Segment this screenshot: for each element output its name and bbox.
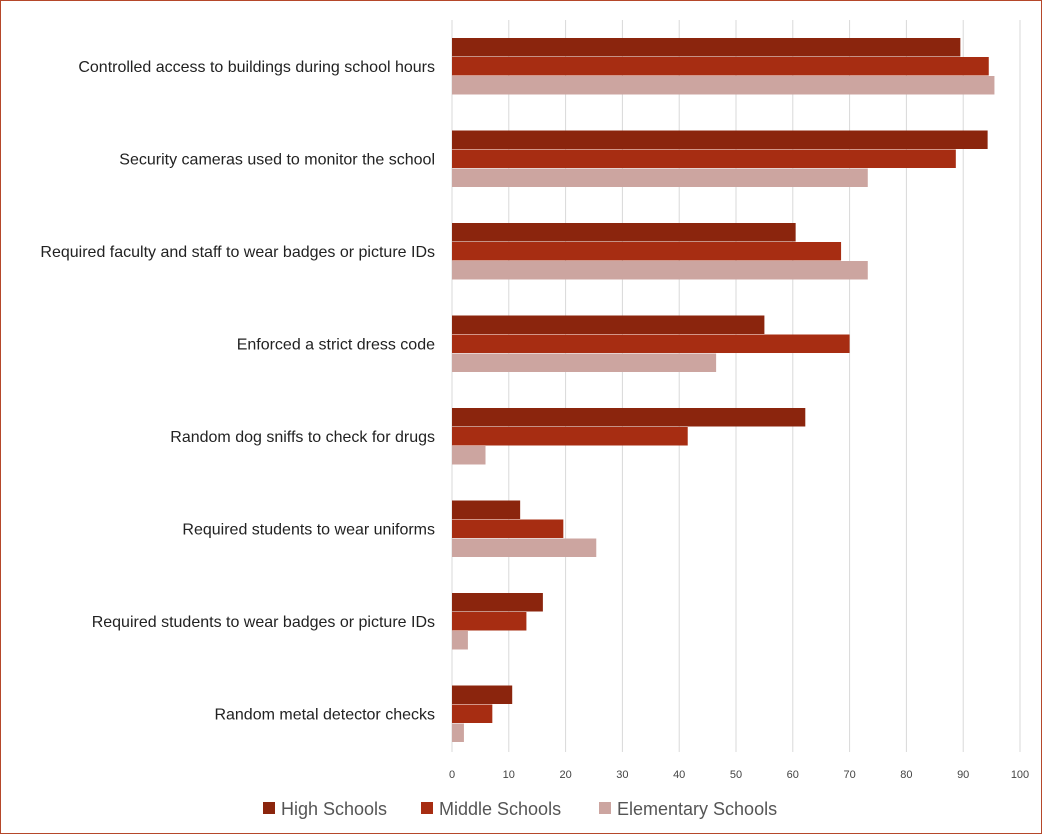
legend[interactable]: High Schools Middle Schools Elementary Sch… bbox=[263, 799, 777, 819]
x-tick-label: 60 bbox=[787, 769, 799, 781]
legend-swatch[interactable] bbox=[421, 802, 433, 814]
bar[interactable] bbox=[452, 446, 486, 465]
x-tick-label: 10 bbox=[503, 769, 515, 781]
category-label: Random dog sniffs to check for drugs bbox=[170, 429, 435, 446]
bar[interactable] bbox=[452, 168, 868, 188]
category-label: Security cameras used to monitor the sch… bbox=[119, 151, 435, 168]
x-tick-label: 90 bbox=[957, 769, 969, 781]
category-label: Enforced a strict dress code bbox=[237, 336, 435, 353]
legend-label[interactable]: High Schools bbox=[281, 799, 387, 819]
bar[interactable] bbox=[452, 38, 961, 57]
x-tick-label: 0 bbox=[449, 769, 455, 781]
bar[interactable] bbox=[452, 704, 493, 724]
bars bbox=[452, 38, 995, 743]
legend-label[interactable]: Middle Schools bbox=[439, 799, 561, 819]
bar[interactable] bbox=[452, 76, 995, 95]
category-label: Required students to wear uniforms bbox=[182, 521, 435, 538]
bar[interactable] bbox=[452, 593, 543, 612]
category-label: Controlled access to buildings during sc… bbox=[78, 59, 435, 76]
bar[interactable] bbox=[452, 631, 468, 650]
bar[interactable] bbox=[452, 149, 956, 169]
legend-swatch[interactable] bbox=[263, 802, 275, 814]
x-tick-label: 20 bbox=[559, 769, 571, 781]
category-label: Required faculty and staff to wear badge… bbox=[40, 244, 435, 261]
category-label: Required students to wear badges or pict… bbox=[92, 614, 435, 631]
gridlines bbox=[451, 20, 1021, 752]
x-tick-label: 50 bbox=[730, 769, 742, 781]
x-tick-label: 80 bbox=[900, 769, 912, 781]
bar[interactable] bbox=[452, 427, 688, 446]
x-axis-ticks: 0 10 20 30 40 50 60 70 80 90 100 bbox=[449, 769, 1029, 781]
bar[interactable] bbox=[452, 500, 521, 520]
bar[interactable] bbox=[452, 334, 850, 354]
bar[interactable] bbox=[452, 261, 868, 280]
x-tick-label: 70 bbox=[843, 769, 855, 781]
bar[interactable] bbox=[452, 612, 527, 631]
bar[interactable] bbox=[452, 538, 597, 558]
x-tick-label: 30 bbox=[616, 769, 628, 781]
bar[interactable] bbox=[452, 723, 464, 743]
x-tick-label: 100 bbox=[1011, 769, 1029, 781]
category-labels: Controlled access to buildings during sc… bbox=[40, 59, 435, 724]
category-label: Random metal detector checks bbox=[214, 706, 435, 723]
legend-swatch[interactable] bbox=[599, 802, 611, 814]
bar[interactable] bbox=[452, 130, 988, 150]
bar[interactable] bbox=[452, 223, 796, 242]
bar[interactable] bbox=[452, 315, 765, 335]
bar[interactable] bbox=[452, 57, 989, 76]
bar[interactable] bbox=[452, 408, 806, 427]
legend-label[interactable]: Elementary Schools bbox=[617, 799, 777, 819]
bar[interactable] bbox=[452, 685, 513, 705]
bar[interactable] bbox=[452, 242, 842, 261]
bar[interactable] bbox=[452, 353, 717, 373]
x-tick-label: 40 bbox=[673, 769, 685, 781]
bar[interactable] bbox=[452, 519, 564, 539]
